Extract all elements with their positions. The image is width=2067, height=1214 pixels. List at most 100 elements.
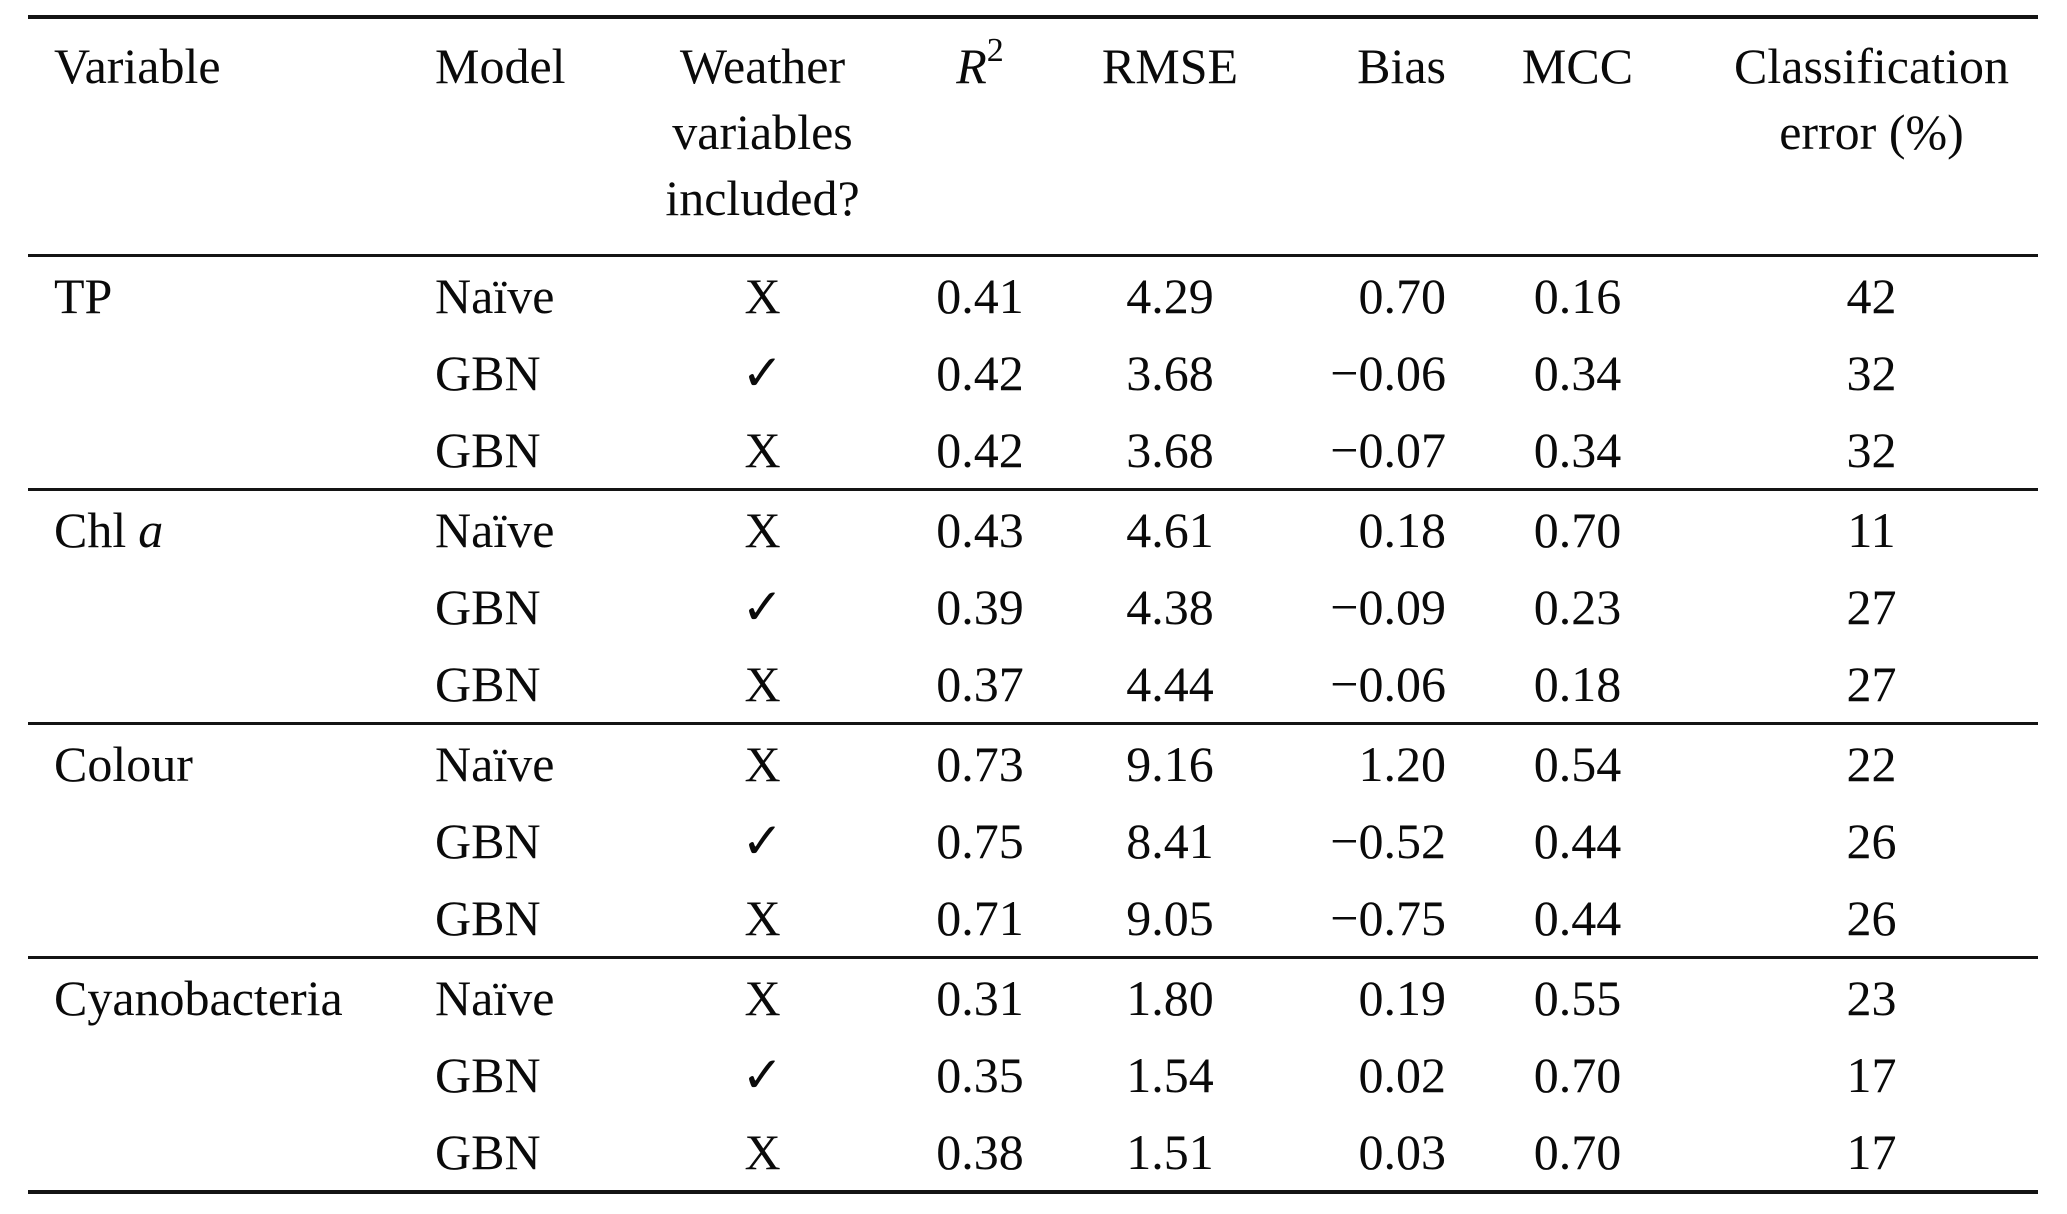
rmse-cell: 4.44 — [1126, 655, 1214, 712]
header-classification-error: Classification error (%) — [1734, 38, 2009, 160]
mcc-cell: 0.70 — [1533, 1046, 1622, 1103]
r2-cell: 0.41 — [936, 267, 1024, 324]
header-model: Model — [435, 38, 566, 94]
mcc-cell: 0.23 — [1533, 578, 1622, 635]
model-cell: GBN — [435, 889, 541, 946]
table-header: Variable Model Weather variables include… — [28, 17, 2038, 256]
group-chl-a: Chl a Naïve X 0.43 4.61 0.18 0.70 11 GBN … — [28, 489, 2038, 724]
rmse-cell: 4.38 — [1126, 578, 1214, 635]
model-cell: GBN — [435, 655, 541, 712]
mcc-cell: 0.70 — [1533, 501, 1622, 558]
bias-cell: 0.18 — [1358, 501, 1447, 558]
weather-cell: X — [744, 501, 781, 558]
rmse-cell: 4.61 — [1126, 501, 1214, 558]
weather-cell: ✓ — [741, 812, 784, 869]
table-row: GBN X 0.38 1.51 0.03 0.70 17 — [28, 1113, 2038, 1192]
bias-cell: −0.06 — [1330, 655, 1446, 712]
r2-cell: 0.39 — [936, 578, 1024, 635]
bias-cell: 0.70 — [1358, 267, 1447, 324]
header-rmse: RMSE — [1101, 38, 1239, 94]
rmse-cell: 3.68 — [1126, 344, 1214, 401]
variable-cell — [28, 1113, 413, 1192]
r2-cell: 0.71 — [936, 889, 1024, 946]
model-cell: GBN — [435, 812, 541, 869]
rmse-cell: 1.51 — [1126, 1123, 1214, 1180]
table-row: GBN X 0.37 4.44 −0.06 0.18 27 — [28, 645, 2038, 724]
model-cell: GBN — [435, 578, 541, 635]
weather-cell: ✓ — [741, 344, 784, 401]
r2-cell: 0.75 — [936, 812, 1024, 869]
classification-error-cell: 22 — [1846, 735, 1897, 792]
mcc-cell: 0.18 — [1533, 655, 1622, 712]
r2-cell: 0.35 — [936, 1046, 1024, 1103]
model-performance-table: Variable Model Weather variables include… — [28, 15, 2038, 1194]
weather-cell: X — [744, 735, 781, 792]
table-row: GBN ✓ 0.35 1.54 0.02 0.70 17 — [28, 1036, 2038, 1113]
variable-cell — [28, 411, 413, 490]
r2-cell: 0.37 — [936, 655, 1024, 712]
weather-cell: X — [744, 889, 781, 946]
group-colour: Colour Naïve X 0.73 9.16 1.20 0.54 22 GB… — [28, 723, 2038, 958]
bias-cell: 0.02 — [1358, 1046, 1447, 1103]
classification-error-cell: 26 — [1846, 889, 1897, 946]
header-bias: Bias — [1357, 38, 1446, 94]
bias-cell: −0.07 — [1330, 421, 1446, 478]
mcc-cell: 0.34 — [1533, 421, 1622, 478]
variable-cell — [28, 645, 413, 724]
variable-cell — [28, 568, 413, 645]
table-row: GBN ✓ 0.39 4.38 −0.09 0.23 27 — [28, 568, 2038, 645]
classification-error-cell: 11 — [1847, 501, 1896, 558]
bias-cell: 0.03 — [1358, 1123, 1447, 1180]
group-cyanobacteria: Cyanobacteria Naïve X 0.31 1.80 0.19 0.5… — [28, 957, 2038, 1193]
weather-cell: X — [744, 421, 781, 478]
weather-cell: X — [744, 969, 781, 1026]
table-row: Chl a Naïve X 0.43 4.61 0.18 0.70 11 — [28, 490, 2038, 569]
model-cell: Naïve — [435, 501, 555, 558]
classification-error-cell: 26 — [1846, 812, 1897, 869]
bias-cell: −0.06 — [1330, 344, 1446, 401]
weather-cell: X — [744, 267, 781, 324]
model-cell: GBN — [435, 344, 541, 401]
classification-error-cell: 42 — [1846, 267, 1897, 324]
weather-cell: ✓ — [741, 1046, 784, 1103]
variable-cell: TP — [54, 267, 113, 324]
table-row: GBN X 0.71 9.05 −0.75 0.44 26 — [28, 879, 2038, 958]
variable-cell: Chl a — [54, 501, 164, 558]
variable-cell — [28, 879, 413, 958]
mcc-cell: 0.55 — [1533, 969, 1622, 1026]
r2-cell: 0.43 — [936, 501, 1024, 558]
mcc-cell: 0.16 — [1533, 267, 1622, 324]
model-cell: GBN — [435, 1046, 541, 1103]
table-row: Cyanobacteria Naïve X 0.31 1.80 0.19 0.5… — [28, 958, 2038, 1037]
variable-cell — [28, 334, 413, 411]
r2-cell: 0.38 — [936, 1123, 1024, 1180]
classification-error-cell: 17 — [1846, 1123, 1897, 1180]
r2-cell: 0.73 — [936, 735, 1024, 792]
mcc-cell: 0.44 — [1533, 812, 1622, 869]
header-variable: Variable — [54, 38, 221, 94]
mcc-cell: 0.34 — [1533, 344, 1622, 401]
rmse-cell: 9.05 — [1126, 889, 1214, 946]
header-row: Variable Model Weather variables include… — [28, 17, 2038, 256]
classification-error-cell: 23 — [1846, 969, 1897, 1026]
table-row: GBN ✓ 0.42 3.68 −0.06 0.34 32 — [28, 334, 2038, 411]
rmse-cell: 3.68 — [1126, 421, 1214, 478]
weather-cell: X — [744, 1123, 781, 1180]
weather-cell: X — [744, 655, 781, 712]
model-cell: Naïve — [435, 969, 555, 1026]
table-row: GBN ✓ 0.75 8.41 −0.52 0.44 26 — [28, 802, 2038, 879]
table-row: GBN X 0.42 3.68 −0.07 0.34 32 — [28, 411, 2038, 490]
rmse-cell: 1.80 — [1126, 969, 1214, 1026]
model-cell: Naïve — [435, 267, 555, 324]
weather-cell: ✓ — [741, 578, 784, 635]
bias-cell: 1.20 — [1358, 735, 1447, 792]
group-tp: TP Naïve X 0.41 4.29 0.70 0.16 42 GBN ✓ … — [28, 255, 2038, 490]
classification-error-cell: 32 — [1846, 344, 1897, 401]
variable-cell — [28, 1036, 413, 1113]
table-row: Colour Naïve X 0.73 9.16 1.20 0.54 22 — [28, 724, 2038, 803]
model-cell: Naïve — [435, 735, 555, 792]
classification-error-cell: 17 — [1846, 1046, 1897, 1103]
classification-error-cell: 27 — [1846, 578, 1897, 635]
model-cell: GBN — [435, 1123, 541, 1180]
table-row: TP Naïve X 0.41 4.29 0.70 0.16 42 — [28, 256, 2038, 335]
